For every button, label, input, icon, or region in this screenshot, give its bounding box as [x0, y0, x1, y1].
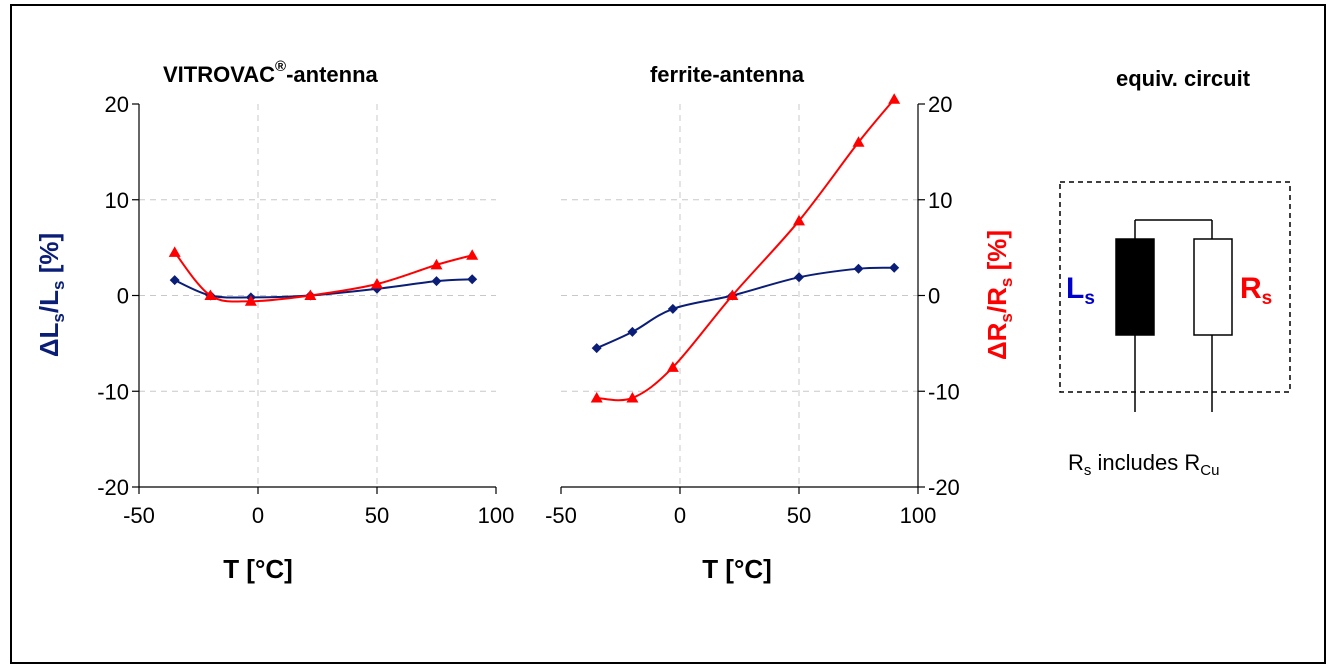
circuit-note: Rs includes RCu	[1068, 450, 1219, 479]
left-triangle-marker	[244, 295, 257, 306]
left-triangle-marker	[371, 278, 383, 289]
right-triangle-marker	[888, 93, 901, 104]
left-x-tick-label: 50	[365, 503, 389, 528]
inductor-label: Ls	[1066, 272, 1095, 309]
left-y-tick-label: -20	[97, 475, 129, 500]
left-x-axis-label: T [°C]	[223, 554, 293, 584]
resistor-label: Rs	[1240, 272, 1272, 309]
left-triangle-marker	[168, 246, 181, 257]
right-y-tick-label: 10	[928, 188, 952, 213]
right-diamond-marker	[889, 262, 900, 273]
left-x-tick-label: -50	[123, 503, 155, 528]
right-y-tick-label: 20	[928, 92, 952, 117]
right-diamond-marker	[667, 303, 678, 314]
right-panel-title: ferrite-antenna	[650, 62, 805, 87]
left-series-red-line	[173, 251, 473, 303]
right-triangle-marker	[726, 289, 739, 300]
right-y-tick-label: -10	[928, 379, 960, 404]
figure-canvas: VITROVAC®-antenna ferrite-antenna equiv.…	[34, 58, 1291, 584]
right-x-tick-label: 0	[674, 503, 686, 528]
left-panel-title: VITROVAC®-antenna	[163, 58, 379, 87]
right-plot-area: -20 -10 0 10 20 -50 0 50 100	[545, 92, 960, 528]
right-x-tick-label: -50	[545, 503, 577, 528]
resistor-element	[1193, 238, 1233, 336]
right-x-tick-label: 100	[900, 503, 937, 528]
left-triangle-marker	[466, 249, 479, 260]
right-triangle-marker	[590, 391, 603, 403]
left-y-tick-label: 10	[105, 188, 129, 213]
right-diamond-marker	[591, 343, 602, 354]
right-y-axis-label: ΔRs/Rs [%]	[982, 230, 1016, 360]
left-x-tick-label: 0	[252, 503, 264, 528]
right-x-tick-label: 50	[787, 503, 811, 528]
left-y-tick-label: 0	[117, 284, 129, 309]
right-triangle-marker	[626, 391, 639, 403]
inductor-element	[1115, 238, 1155, 336]
left-triangle-marker	[304, 289, 317, 300]
right-triangle-marker	[852, 136, 865, 147]
circuit-dashed-box	[1059, 181, 1291, 393]
left-diamond-marker	[467, 274, 478, 285]
left-y-tick-label: -10	[97, 379, 129, 404]
left-y-tick-label: 20	[105, 92, 129, 117]
right-diamond-marker	[794, 272, 804, 283]
left-plot-area: -20 -10 0 10 20 -50 0 50 100	[97, 92, 514, 528]
right-diamond-marker	[853, 263, 864, 274]
right-y-tick-label: 0	[928, 284, 940, 309]
right-triangle-marker	[666, 361, 679, 372]
equivalent-circuit: Ls Rs Rs includes RCu	[1059, 181, 1291, 479]
left-triangle-marker	[430, 258, 443, 270]
figure-frame	[10, 4, 1326, 664]
right-x-axis-label: T [°C]	[702, 554, 772, 584]
circuit-title: equiv. circuit	[1116, 66, 1251, 91]
right-y-tick-label: -20	[928, 475, 960, 500]
left-x-tick-label: 100	[478, 503, 515, 528]
left-y-axis-label: ΔLs/Ls [%]	[34, 233, 68, 357]
right-series-red-line	[596, 98, 895, 402]
right-triangle-marker	[793, 214, 805, 226]
left-series-blue-line	[174, 278, 473, 299]
left-triangle-marker	[204, 289, 217, 300]
left-diamond-marker	[431, 276, 442, 287]
left-diamond-marker	[169, 275, 180, 286]
right-diamond-marker	[627, 326, 638, 337]
